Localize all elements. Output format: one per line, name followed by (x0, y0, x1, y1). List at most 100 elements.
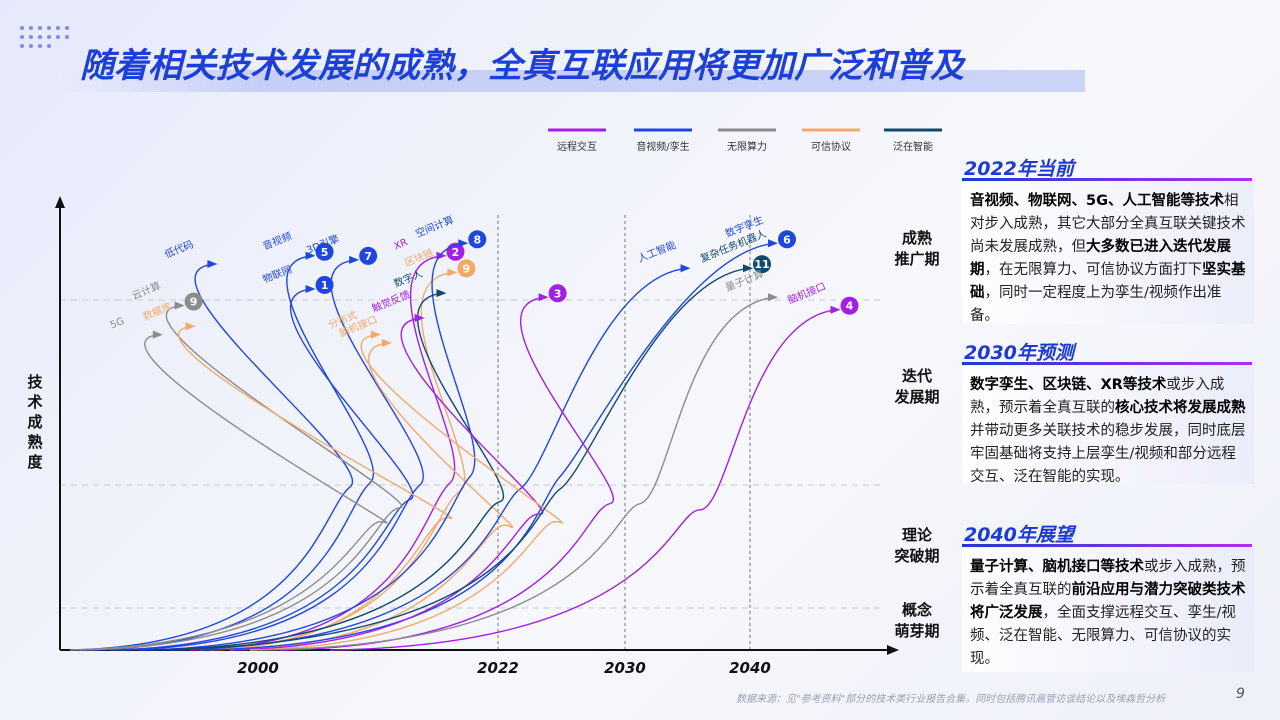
source-note: 数据来源：见"参考资料"部分的技术类行业报告合集，同时包括腾讯高管访谈结论以及埃… (736, 694, 1166, 705)
panel-heading-underline (962, 178, 1252, 181)
y-axis-arrow (55, 196, 65, 208)
series-line (149, 267, 751, 651)
panel-text-run: 或步入成熟，预示着全真互联的 (970, 559, 1246, 598)
y-axis-label-char: 成 (27, 413, 43, 431)
series-arrow (371, 330, 381, 339)
series-label: 脑机接口 (786, 279, 828, 306)
series-label: 区块链 (403, 246, 436, 269)
series-number: 1 (321, 279, 329, 292)
legend-label: 可信协议 (811, 140, 851, 153)
series-label: 云计算 (130, 279, 163, 302)
series-line (69, 333, 388, 651)
series-number-badge (753, 255, 771, 274)
stage-label: 理论 突破期 (894, 526, 940, 565)
series-number: 4 (846, 300, 854, 313)
panel-text-run: ，同时一定程度上为孪生/视频作出准备。 (970, 285, 1222, 324)
panel-heading: 2022年当前 (964, 158, 1074, 180)
page-title: 随着相关技术发展的成熟，全真互联应用将更加广泛和普及 (80, 46, 964, 86)
title-underline-bar (60, 70, 1085, 92)
decorative-dots (20, 26, 80, 56)
series-line (229, 317, 544, 651)
x-tick-label: 2030 (604, 659, 646, 677)
y-axis-label-char: 度 (27, 453, 43, 471)
series-line (279, 296, 614, 651)
series-line (69, 263, 354, 651)
series-line (139, 242, 476, 651)
x-axis-arrow (887, 645, 899, 655)
series-number: 3 (554, 287, 562, 300)
series-line (178, 325, 453, 651)
legend-label: 泛在智能 (893, 140, 933, 153)
series-arrow (680, 264, 691, 273)
panel-text-emphasis: 坚实基础 (970, 262, 1246, 301)
series-number-badge (457, 259, 476, 278)
panel-background (962, 548, 1254, 672)
series-arrow (458, 239, 469, 248)
series-label: 空间计算 (414, 213, 456, 240)
series-number-badge (548, 284, 567, 303)
legend-label: 音视频/孪生 (636, 140, 689, 153)
series-arrow (768, 239, 778, 248)
legend: 远程交互 音视频/孪生 无限算力 可信协议 泛在智能 (548, 128, 942, 153)
x-tick-label: 2000 (237, 659, 279, 677)
panel-text-emphasis: 大多数已进入迭代发展期 (970, 239, 1231, 278)
series-arrow (305, 251, 316, 260)
panel-text-run: 相对步入成熟，其它大部分全真互联关键技术尚未发展成熟，但 (970, 193, 1246, 255)
panel-text: 数字孪生、区块链、XR等技术或步入成熟，预示着全真互联的核心技术将发展成熟并带动… (970, 374, 1250, 489)
panel-text-emphasis: 数字孪生、区块链、XR等技术 (970, 377, 1167, 393)
series-arrow (305, 284, 316, 293)
series-line (259, 296, 776, 651)
panel-text-emphasis: 量子计算、脑机接口等技术 (970, 559, 1144, 575)
series-line (199, 242, 776, 651)
series-number-badge (359, 246, 378, 265)
y-axis-label-char: 术 (27, 393, 43, 411)
panel-background (962, 182, 1254, 324)
series-label: 触觉反馈 (370, 288, 412, 315)
series-label: XR (392, 237, 409, 252)
series-label: 数字人 (392, 267, 425, 290)
series-number-badge (184, 292, 203, 311)
series-label: 音视频 (261, 229, 294, 252)
series-line (329, 309, 838, 651)
series-number: 2 (452, 246, 460, 259)
series-number: 11 (754, 258, 769, 271)
series-number: 9 (190, 296, 198, 309)
stage-label: 迭代 发展期 (894, 367, 940, 406)
series-arrow (447, 268, 458, 277)
series-label: 人工智能 (636, 238, 678, 265)
series-label: 数据库 (141, 300, 174, 323)
panel-background (962, 366, 1254, 484)
series-arrow (830, 305, 841, 314)
series-label: 物联网 (261, 262, 294, 285)
series-arrow (349, 255, 360, 264)
series-number: 7 (364, 250, 372, 263)
series-line (149, 292, 504, 651)
panel-text-run: ，在无限算力、可信协议方面打下 (984, 262, 1203, 278)
series-line (109, 288, 414, 651)
panel-text-run: 并带动更多关联技术的稳步发展，同时底层牢固基础将支持上层孪生/视频和部分远程交互… (970, 423, 1246, 485)
panel-text-emphasis: 音视频、物联网、5G、人工智能等技术 (970, 193, 1224, 209)
series-arrow (174, 301, 185, 310)
series-number-badge (840, 296, 859, 315)
series-number-badge (315, 242, 334, 261)
series-number: 5 (321, 246, 329, 259)
series-line (119, 259, 424, 651)
y-axis-label: 技术成熟度 (22, 372, 48, 472)
series-arrow (185, 322, 196, 331)
series-number-badge (778, 230, 796, 249)
series-number-badge (315, 275, 334, 294)
series-number: 6 (783, 233, 791, 246)
series-line (79, 304, 403, 651)
series-label: 低代码 (163, 238, 196, 261)
series-line (169, 267, 688, 651)
legend-label: 远程交互 (557, 140, 597, 153)
panel-text: 量子计算、脑机接口等技术或步入成熟，预示着全真互联的前沿应用与潜力突破类技术将广… (970, 556, 1250, 671)
panel-heading: 2030年预测 (964, 342, 1074, 364)
panel-heading-underline (962, 362, 1252, 365)
y-axis-label-char: 熟 (27, 433, 43, 451)
panel-text-run: 或步入成熟，预示着全真互联的 (970, 377, 1225, 416)
legend-label: 无限算力 (727, 140, 767, 153)
panel-text-emphasis: 核心技术将发展成熟 (1115, 400, 1246, 416)
series-arrow (152, 330, 163, 339)
